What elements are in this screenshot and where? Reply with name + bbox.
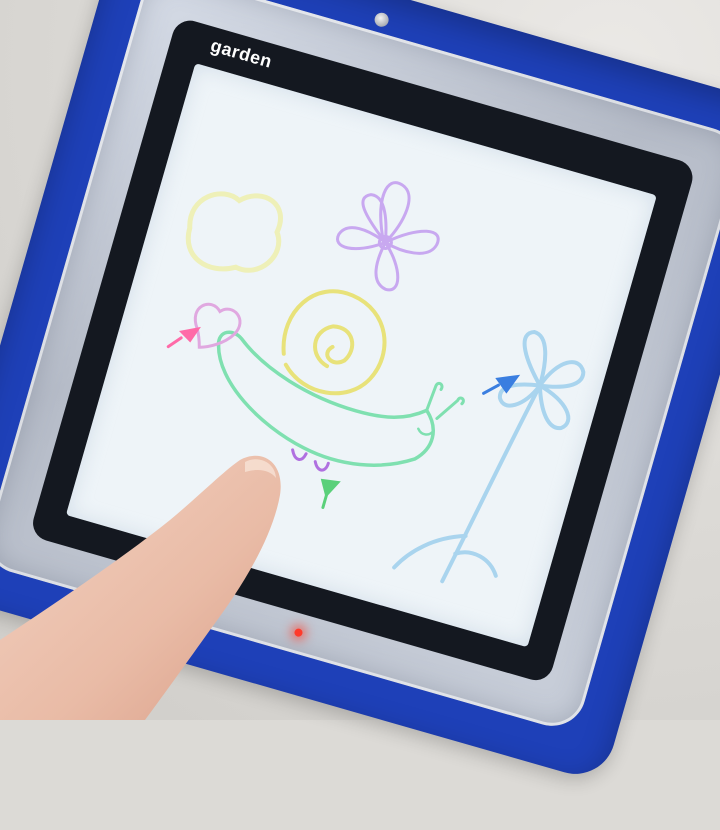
blue-flower-doodle <box>392 329 586 584</box>
purple-flower-doodle <box>336 181 440 292</box>
green-cursor-icon <box>320 478 341 509</box>
faint-yellow-doodle <box>185 191 283 273</box>
snail-doodle <box>216 289 465 472</box>
drawing-canvas[interactable] <box>66 63 657 647</box>
drawing-screen[interactable] <box>65 63 657 648</box>
heart-doodle <box>193 302 242 349</box>
photo-scene: garden <box>0 0 720 784</box>
blue-cursor-icon <box>482 374 521 395</box>
pink-cursor-icon <box>166 326 201 349</box>
